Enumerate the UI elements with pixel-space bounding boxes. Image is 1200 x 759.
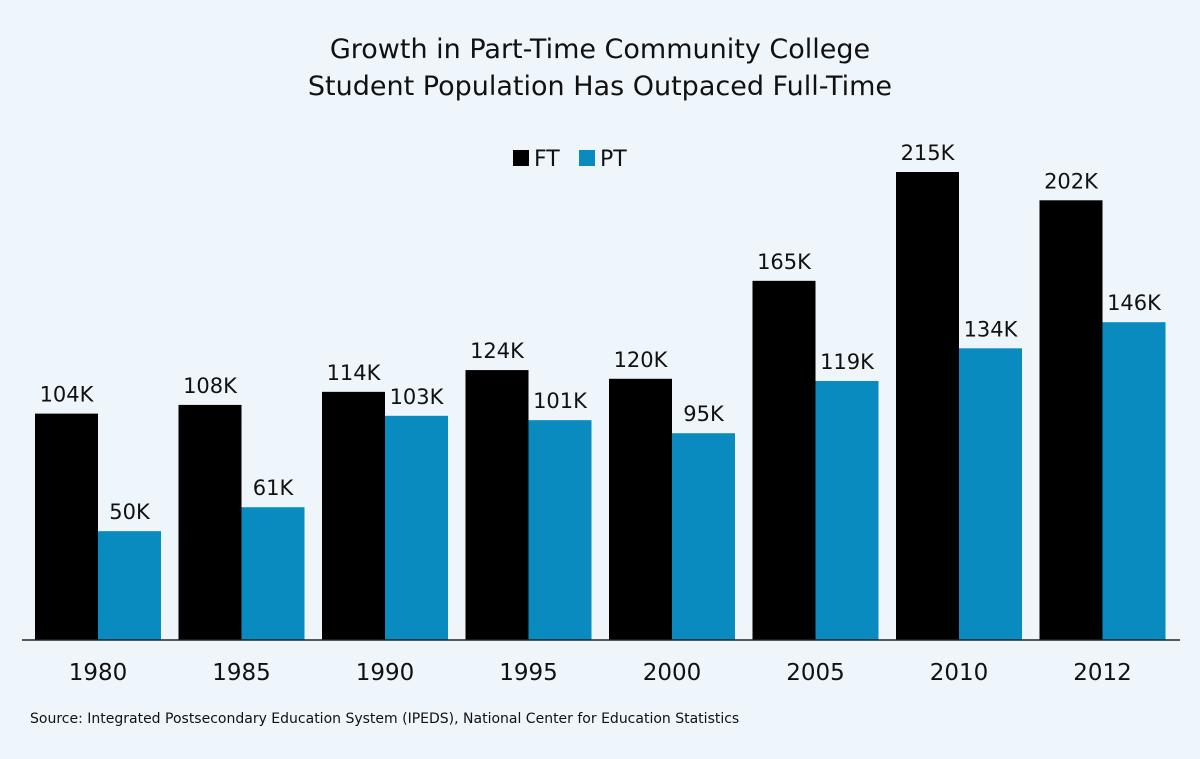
bar-pt-1995 [528, 420, 592, 640]
bar-ft-2005 [752, 280, 816, 640]
value-label-ft-1980: 104K [40, 383, 95, 407]
value-label-group: 104K 50K 108K 61K 114K 103K 124K 101K 120K 95K 165… [40, 141, 1163, 524]
value-label-ft-1985: 108K [183, 374, 238, 398]
x-tick-label-2012: 2012 [1073, 660, 1132, 686]
x-tick-group: 1980 1985 1990 1995 2000 2005 2010 2012 [69, 660, 1132, 686]
legend-swatch-pt [579, 150, 595, 166]
value-label-pt-2012: 146K [1107, 291, 1162, 315]
source-note: Source: Integrated Postsecondary Educati… [30, 711, 740, 727]
bar-ft-2010 [896, 172, 959, 640]
bar-ft-1995 [465, 370, 529, 640]
x-tick-label-1980: 1980 [69, 660, 128, 686]
x-tick-label-1985: 1985 [212, 660, 271, 686]
value-label-ft-2012: 202K [1044, 169, 1099, 193]
value-label-ft-2000: 120K [614, 348, 669, 372]
value-label-pt-1990: 103K [390, 385, 445, 409]
value-label-ft-1995: 124K [470, 339, 525, 363]
value-label-pt-2010: 134K [964, 317, 1019, 341]
bar-pt-2005 [815, 380, 879, 640]
bar-pt-1990 [385, 415, 448, 640]
value-label-pt-1995: 101K [533, 389, 588, 413]
chart-title-line-1: Growth in Part-Time Community College [330, 34, 870, 65]
legend-label-pt: PT [600, 147, 627, 172]
bar-ft-1985 [178, 404, 242, 640]
x-tick-label-2005: 2005 [786, 660, 845, 686]
bar-pt-1980 [98, 531, 161, 640]
chart-legend: FT PT [513, 147, 627, 172]
value-label-pt-2000: 95K [683, 402, 725, 426]
x-tick-label-1995: 1995 [499, 660, 558, 686]
bar-group [35, 172, 1166, 640]
x-tick-label-2000: 2000 [643, 660, 702, 686]
bar-ft-1980 [35, 413, 98, 640]
value-label-ft-2005: 165K [757, 250, 812, 274]
value-label-pt-1985: 61K [253, 476, 295, 500]
value-label-pt-1980: 50K [109, 500, 151, 524]
bar-ft-2000 [609, 378, 672, 640]
x-tick-label-1990: 1990 [356, 660, 415, 686]
legend-swatch-ft [513, 150, 529, 166]
value-label-pt-2005: 119K [820, 350, 875, 374]
bar-pt-1985 [241, 507, 305, 640]
value-label-ft-1990: 114K [327, 361, 382, 385]
legend-label-ft: FT [534, 147, 560, 172]
value-label-ft-2010: 215K [901, 141, 956, 165]
bar-pt-2010 [959, 348, 1022, 640]
x-tick-label-2010: 2010 [930, 660, 989, 686]
bar-ft-2012 [1039, 200, 1103, 640]
bar-pt-2012 [1102, 322, 1166, 640]
bar-pt-2000 [672, 433, 735, 640]
bar-ft-1990 [322, 391, 385, 640]
chart-title-line-2: Student Population Has Outpaced Full-Tim… [308, 71, 892, 102]
